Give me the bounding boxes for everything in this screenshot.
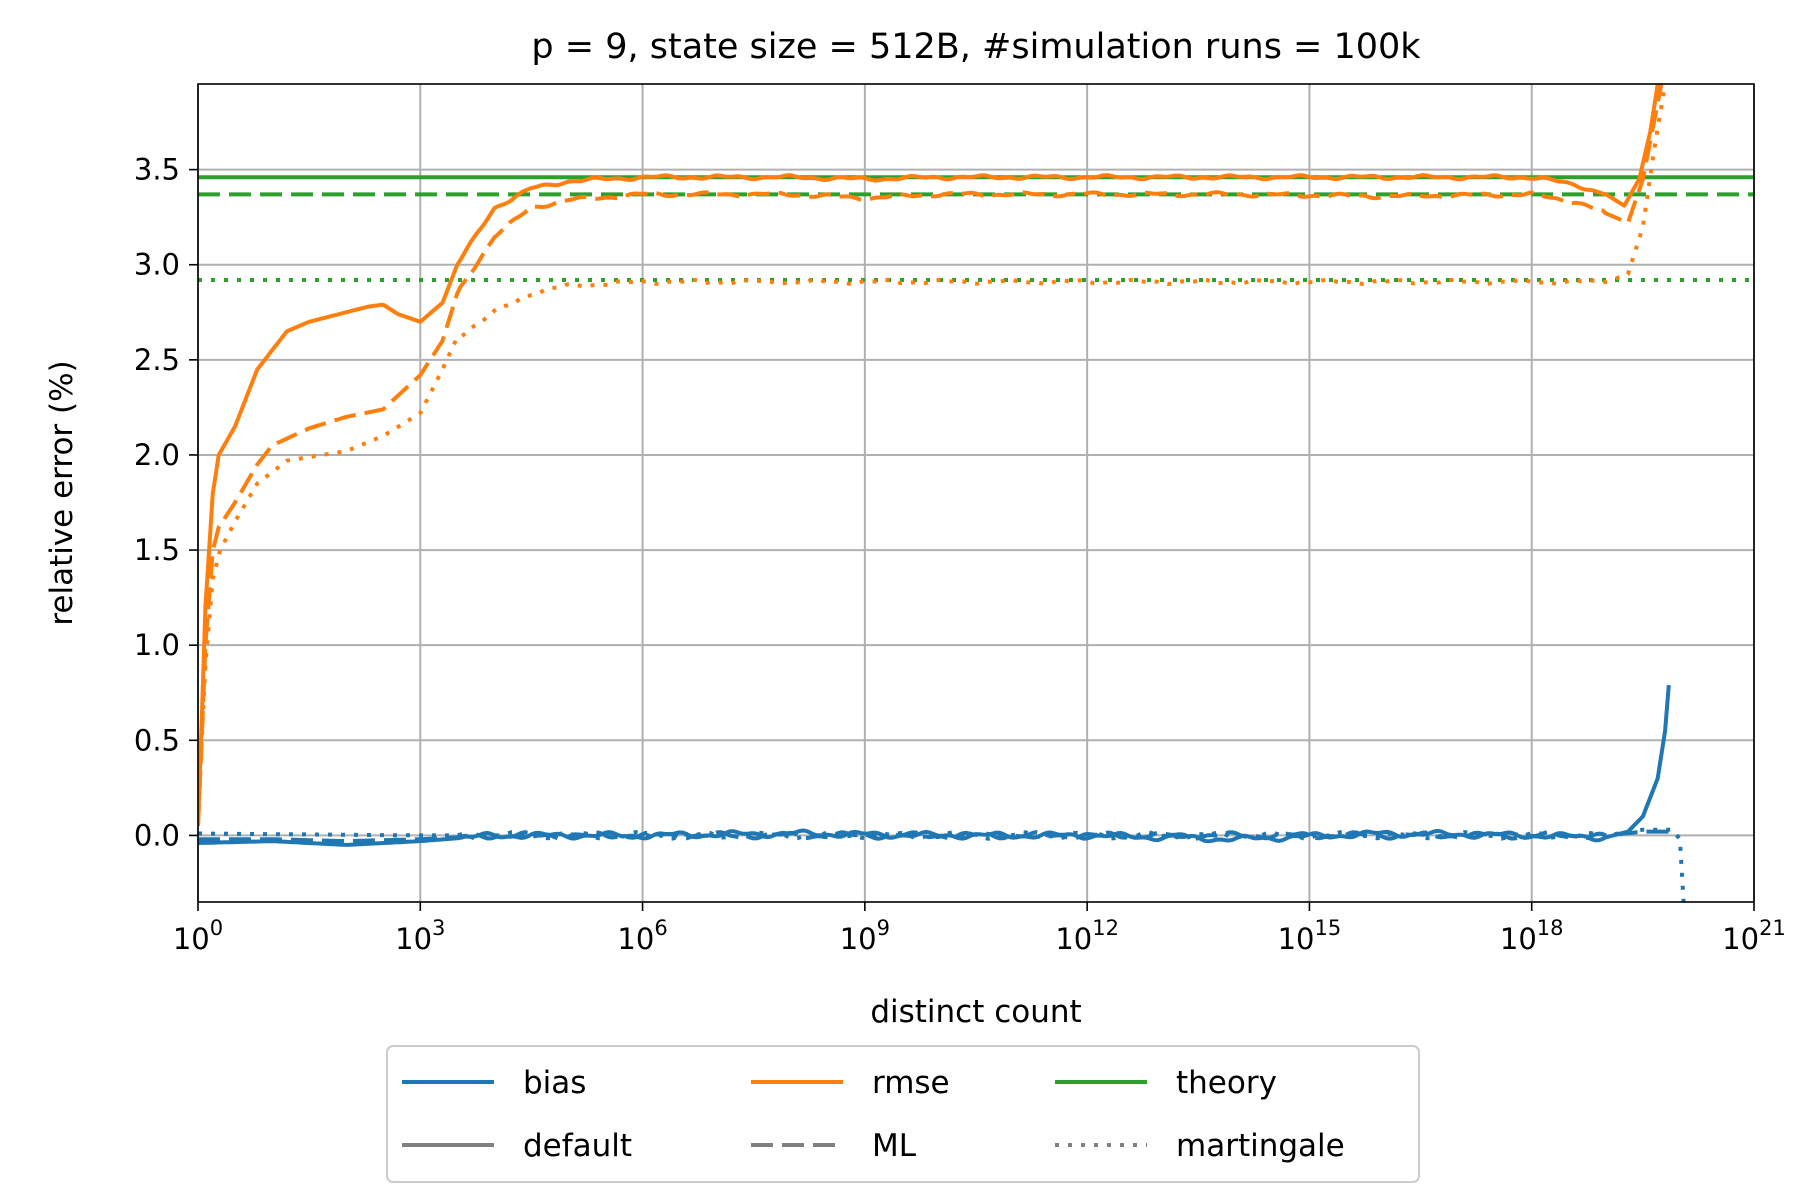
x-tick-label: 109 <box>840 916 890 956</box>
rmse-ML-series <box>198 84 1664 826</box>
y-tick-label: 1.0 <box>134 628 180 662</box>
legend: bias rmse theory default ML martingale <box>386 1045 1420 1183</box>
y-tick-label: 3.0 <box>134 248 180 282</box>
y-tick-label: 0.5 <box>134 723 180 757</box>
x-axis-label: distinct count <box>870 994 1081 1030</box>
x-tick-label: 1021 <box>1722 916 1786 956</box>
plot-area <box>198 84 1754 902</box>
bias-martingale-series <box>198 827 1686 902</box>
x-tick-label: 1015 <box>1278 916 1342 956</box>
legend-box <box>386 1045 1420 1183</box>
legend-label-bias: bias <box>523 1065 586 1101</box>
x-tick-label: 106 <box>617 916 667 956</box>
x-tick-label: 100 <box>173 916 223 956</box>
legend-label-ML: ML <box>872 1128 917 1164</box>
legend-label-rmse: rmse <box>872 1065 950 1101</box>
y-axis-label: relative error (%) <box>44 360 80 625</box>
bias-ML-series <box>198 829 1669 844</box>
x-tick-label: 1018 <box>1500 916 1564 956</box>
y-tick-label: 2.5 <box>134 343 180 377</box>
rmse-default-series <box>198 84 1660 826</box>
legend-label-martingale: martingale <box>1176 1128 1345 1164</box>
y-tick-label: 3.5 <box>134 153 180 187</box>
axes-frame <box>197 83 1755 903</box>
y-tick-label: 2.0 <box>134 438 180 472</box>
x-tick-label: 1012 <box>1055 916 1119 956</box>
y-tick-label: 1.5 <box>134 533 180 567</box>
legend-label-default: default <box>523 1128 632 1164</box>
legend-label-theory: theory <box>1176 1065 1277 1101</box>
chart-title: p = 9, state size = 512B, #simulation ru… <box>531 27 1421 67</box>
axis-ticks: 100 103 106 109 1012 1015 1018 1021 0.0 0.5 1.0 1.5… <box>134 153 1786 956</box>
x-tick-label: 103 <box>395 916 445 956</box>
y-tick-label: 0.0 <box>134 818 180 852</box>
